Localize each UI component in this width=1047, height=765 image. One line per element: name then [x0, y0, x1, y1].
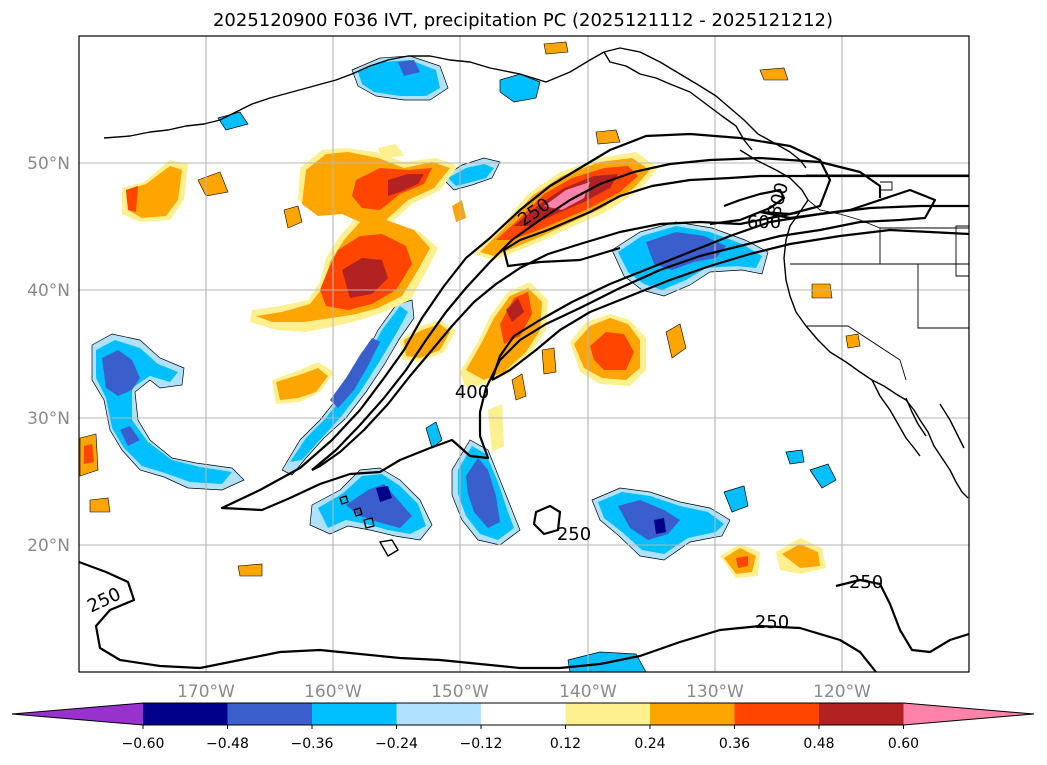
contour-label-250-southeast: 250 [755, 612, 789, 633]
colorbar: −0.60 −0.48 −0.36 −0.24 −0.12 0.12 0.24 0.36 0.4… [11, 702, 1035, 752]
lon-label-130w: 130°W [686, 682, 744, 702]
lon-label-140w: 140°W [559, 682, 617, 702]
lon-tick-labels: 170°W 160°W 150°W 140°W 130°W 120°W [177, 682, 871, 702]
contour-label-250-east: 250 [849, 572, 883, 593]
lat-label-20n: 20°N [27, 536, 70, 556]
colorbar-bin [734, 703, 820, 725]
colorbar-bin [396, 703, 482, 725]
lat-tick-labels: 50°N 40°N 30°N 20°N [27, 154, 70, 556]
colorbar-bin [565, 703, 651, 725]
map-title: 2025120900 F036 IVT, precipitation PC (2… [213, 10, 833, 31]
map-frame [78, 35, 970, 673]
colorbar-tick-label: 0.24 [634, 736, 665, 752]
colorbar-extend-low [12, 703, 143, 725]
gridlines [79, 36, 969, 672]
colorbar-bin [481, 703, 566, 725]
colorbar-tick-label: −0.48 [206, 736, 249, 752]
colorbar-extend-high [903, 703, 1034, 725]
colorbar-tick-label: 0.12 [550, 736, 581, 752]
colorbar-bin [819, 703, 904, 725]
ivt-contours [79, 132, 969, 672]
colorbar-bin [143, 703, 228, 725]
colorbar-bin [650, 703, 735, 725]
contour-label-600: 600 [747, 212, 781, 233]
contour-label-250-south: 250 [557, 524, 591, 545]
map-panel: 250 250 250 250 250 400 600 800 [79, 36, 969, 672]
lat-label-50n: 50°N [27, 154, 70, 174]
lon-label-170w: 170°W [177, 682, 235, 702]
colorbar-tick-label: 0.36 [719, 736, 750, 752]
colorbar-bin [227, 703, 313, 725]
colorbar-bin [312, 703, 397, 725]
lat-label-40n: 40°N [27, 281, 70, 301]
colorbar-tick-label: 0.60 [888, 736, 919, 752]
contour-label-400: 400 [455, 382, 489, 403]
colorbar-tick-label: 0.48 [803, 736, 834, 752]
colorbar-ticks: −0.60 −0.48 −0.36 −0.24 −0.12 0.12 0.24 0.36 0.4… [122, 725, 919, 752]
lon-label-120w: 120°W [813, 682, 871, 702]
colorbar-tick-label: −0.24 [375, 736, 418, 752]
lon-label-150w: 150°W [431, 682, 489, 702]
colorbar-tick-label: −0.60 [122, 736, 165, 752]
colorbar-tick-label: −0.12 [460, 736, 503, 752]
lon-label-160w: 160°W [304, 682, 362, 702]
colorbar-segments [11, 702, 1035, 726]
colorbar-tick-label: −0.36 [291, 736, 334, 752]
lat-label-30n: 30°N [27, 409, 70, 429]
precip-positive-anomalies [79, 41, 861, 578]
